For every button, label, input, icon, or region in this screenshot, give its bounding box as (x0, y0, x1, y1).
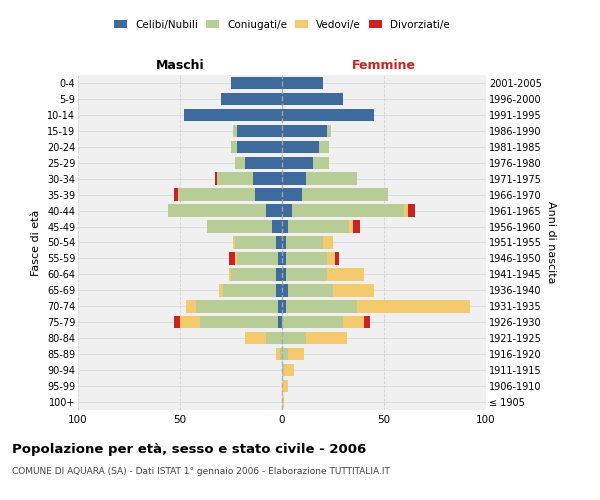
Bar (219, 284, 223, 296)
Bar (282, 316, 343, 328)
Bar (282, 284, 288, 296)
Bar (282, 236, 286, 248)
Text: Popolazione per età, sesso e stato civile - 2006: Popolazione per età, sesso e stato civil… (12, 442, 366, 456)
Bar (282, 77, 323, 89)
Bar (358, 300, 470, 312)
Bar (231, 268, 276, 280)
Bar (266, 204, 282, 217)
Bar (245, 332, 266, 344)
Bar (180, 316, 200, 328)
Bar (353, 220, 359, 233)
Bar (282, 364, 284, 376)
Bar (276, 284, 282, 296)
Bar (282, 156, 313, 169)
Text: Maschi: Maschi (155, 60, 205, 72)
Bar (323, 236, 333, 248)
Bar (282, 348, 288, 360)
Bar (229, 252, 235, 264)
Bar (333, 284, 374, 296)
Bar (282, 172, 307, 185)
Bar (278, 316, 282, 328)
Bar (282, 188, 302, 201)
Bar (215, 172, 217, 185)
Bar (256, 188, 282, 201)
Bar (235, 252, 237, 264)
Bar (186, 300, 196, 312)
Bar (174, 188, 178, 201)
Bar (206, 220, 272, 233)
Bar (237, 140, 282, 153)
Bar (286, 268, 327, 280)
Bar (284, 364, 294, 376)
Bar (196, 300, 278, 312)
Y-axis label: Anni di nascita: Anni di nascita (545, 201, 556, 284)
Bar (231, 77, 282, 89)
Bar (235, 236, 276, 248)
Legend: Celibi/Nubili, Coniugati/e, Vedovi/e, Divorziati/e: Celibi/Nubili, Coniugati/e, Vedovi/e, Di… (114, 20, 450, 30)
Bar (286, 252, 327, 264)
Bar (292, 204, 404, 217)
Bar (168, 204, 266, 217)
Bar (282, 380, 288, 392)
Text: COMUNE DI AQUARA (SA) - Dati ISTAT 1° gennaio 2006 - Elaborazione TUTTITALIA.IT: COMUNE DI AQUARA (SA) - Dati ISTAT 1° ge… (12, 468, 390, 476)
Bar (184, 108, 282, 121)
Bar (217, 172, 253, 185)
Bar (178, 188, 256, 201)
Bar (286, 236, 323, 248)
Bar (288, 284, 333, 296)
Bar (266, 332, 282, 344)
Bar (282, 204, 292, 217)
Bar (272, 220, 282, 233)
Bar (288, 348, 304, 360)
Bar (313, 156, 329, 169)
Bar (229, 268, 231, 280)
Bar (282, 332, 307, 344)
Bar (327, 252, 335, 264)
Bar (276, 348, 280, 360)
Bar (286, 300, 358, 312)
Bar (327, 124, 331, 137)
Bar (282, 396, 284, 408)
Bar (233, 236, 235, 248)
Bar (282, 300, 286, 312)
Bar (282, 252, 286, 264)
Bar (233, 124, 237, 137)
Bar (282, 140, 319, 153)
Bar (282, 268, 286, 280)
Bar (288, 220, 349, 233)
Bar (282, 108, 374, 121)
Bar (223, 284, 276, 296)
Bar (280, 348, 282, 360)
Bar (200, 316, 278, 328)
Bar (343, 316, 364, 328)
Bar (245, 156, 282, 169)
Bar (278, 252, 282, 264)
Bar (282, 220, 288, 233)
Bar (276, 236, 282, 248)
Bar (409, 204, 415, 217)
Bar (278, 300, 282, 312)
Bar (253, 172, 282, 185)
Bar (235, 156, 245, 169)
Text: Femmine: Femmine (352, 60, 416, 72)
Bar (221, 92, 282, 105)
Bar (307, 172, 358, 185)
Bar (364, 316, 370, 328)
Bar (319, 140, 329, 153)
Bar (302, 188, 388, 201)
Bar (307, 332, 347, 344)
Bar (327, 268, 364, 280)
Bar (282, 92, 343, 105)
Bar (282, 124, 327, 137)
Y-axis label: Fasce di età: Fasce di età (31, 210, 41, 276)
Bar (231, 140, 237, 153)
Bar (349, 220, 353, 233)
Bar (335, 252, 339, 264)
Bar (404, 204, 409, 217)
Bar (237, 252, 278, 264)
Bar (237, 124, 282, 137)
Bar (276, 268, 282, 280)
Bar (174, 316, 180, 328)
